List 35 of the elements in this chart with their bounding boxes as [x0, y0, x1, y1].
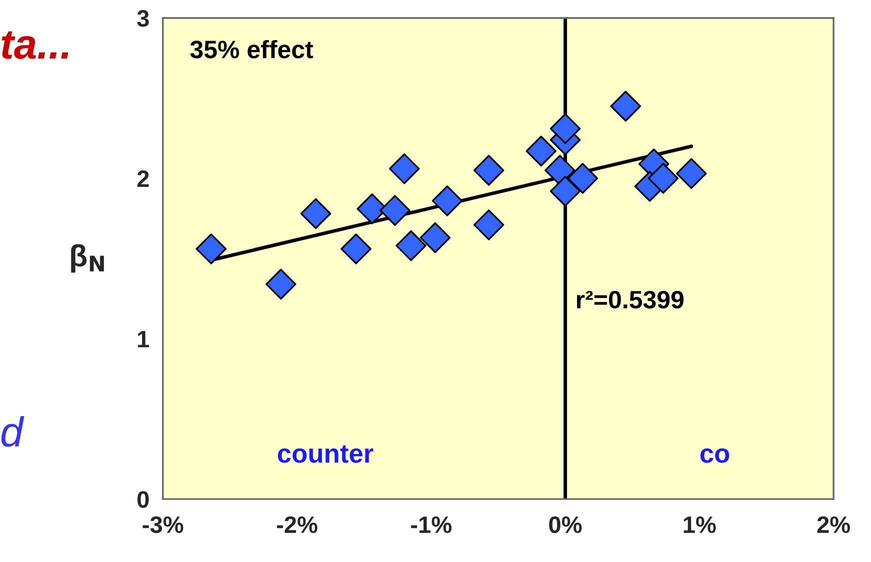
text: ta... — [2, 31, 68, 59]
y-tick-label: 0 — [137, 491, 149, 508]
point — [420, 222, 451, 254]
annotation: counter — [278, 445, 374, 463]
x-tick-label: 1% — [684, 516, 716, 534]
point — [526, 136, 557, 166]
x-tick-label: -2% — [276, 516, 318, 534]
x-tick-label: 0% — [549, 516, 582, 534]
point — [196, 233, 227, 264]
y-tick-label: 2 — [137, 170, 149, 187]
y-tick-label: 1 — [138, 331, 150, 348]
point — [396, 230, 426, 262]
text: d — [1, 416, 24, 447]
point — [610, 90, 642, 122]
point — [473, 209, 504, 240]
point — [648, 162, 679, 194]
x-tick-label: -1% — [411, 516, 452, 534]
x-tick-label: 2% — [817, 516, 850, 534]
annotation: r²=0.5399 — [576, 290, 684, 309]
y-axis-title: β$_{N}$ — [71, 244, 104, 273]
point — [550, 176, 581, 207]
point — [550, 113, 581, 144]
point — [266, 268, 296, 300]
point — [432, 185, 463, 216]
point — [380, 195, 410, 226]
point — [340, 233, 372, 264]
point — [676, 158, 707, 189]
point — [388, 153, 420, 184]
annotation: 35% effect — [190, 40, 314, 58]
point — [300, 198, 332, 230]
point — [473, 154, 504, 186]
y-tick-label: 3 — [137, 10, 149, 27]
x-tick-label: -3% — [142, 516, 184, 534]
annotation: co — [700, 448, 730, 463]
point — [567, 162, 598, 194]
